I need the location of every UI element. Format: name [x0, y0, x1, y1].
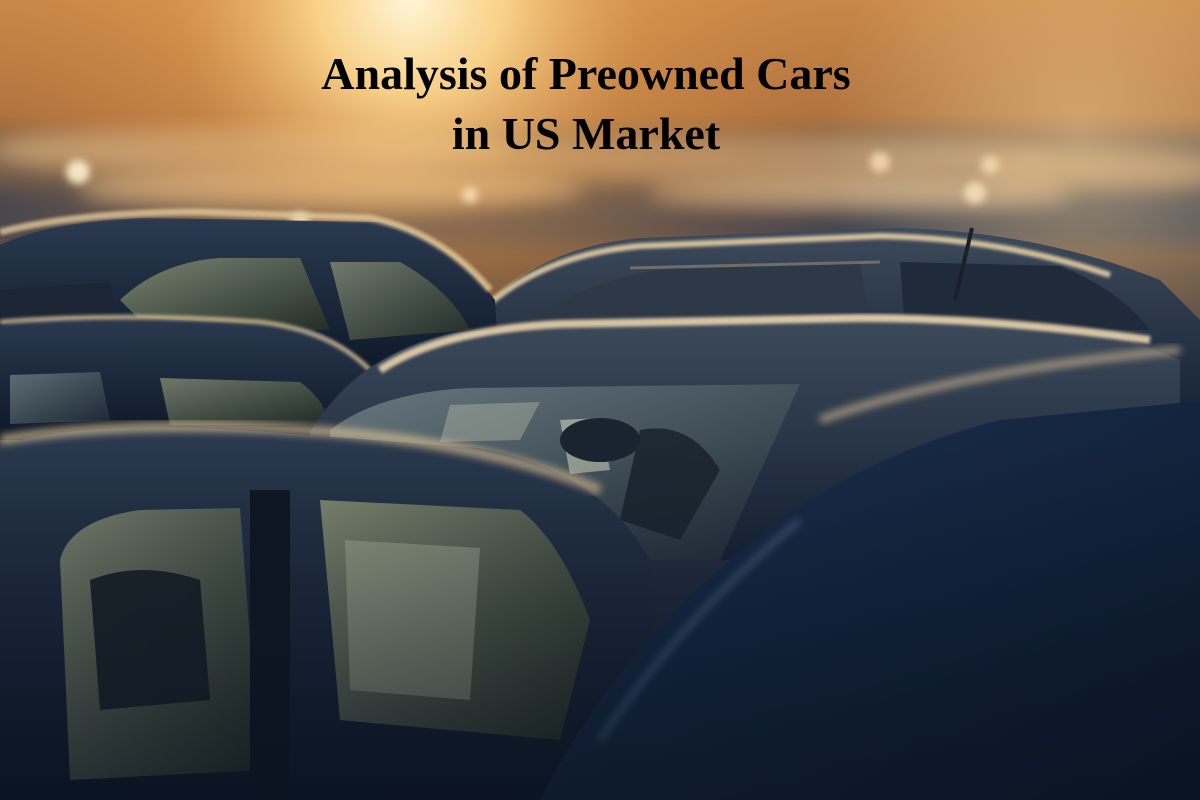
banner-title: Analysis of Preowned Cars in US Market: [0, 44, 1172, 164]
title-line-1: Analysis of Preowned Cars: [321, 48, 851, 99]
title-line-2: in US Market: [451, 108, 721, 159]
